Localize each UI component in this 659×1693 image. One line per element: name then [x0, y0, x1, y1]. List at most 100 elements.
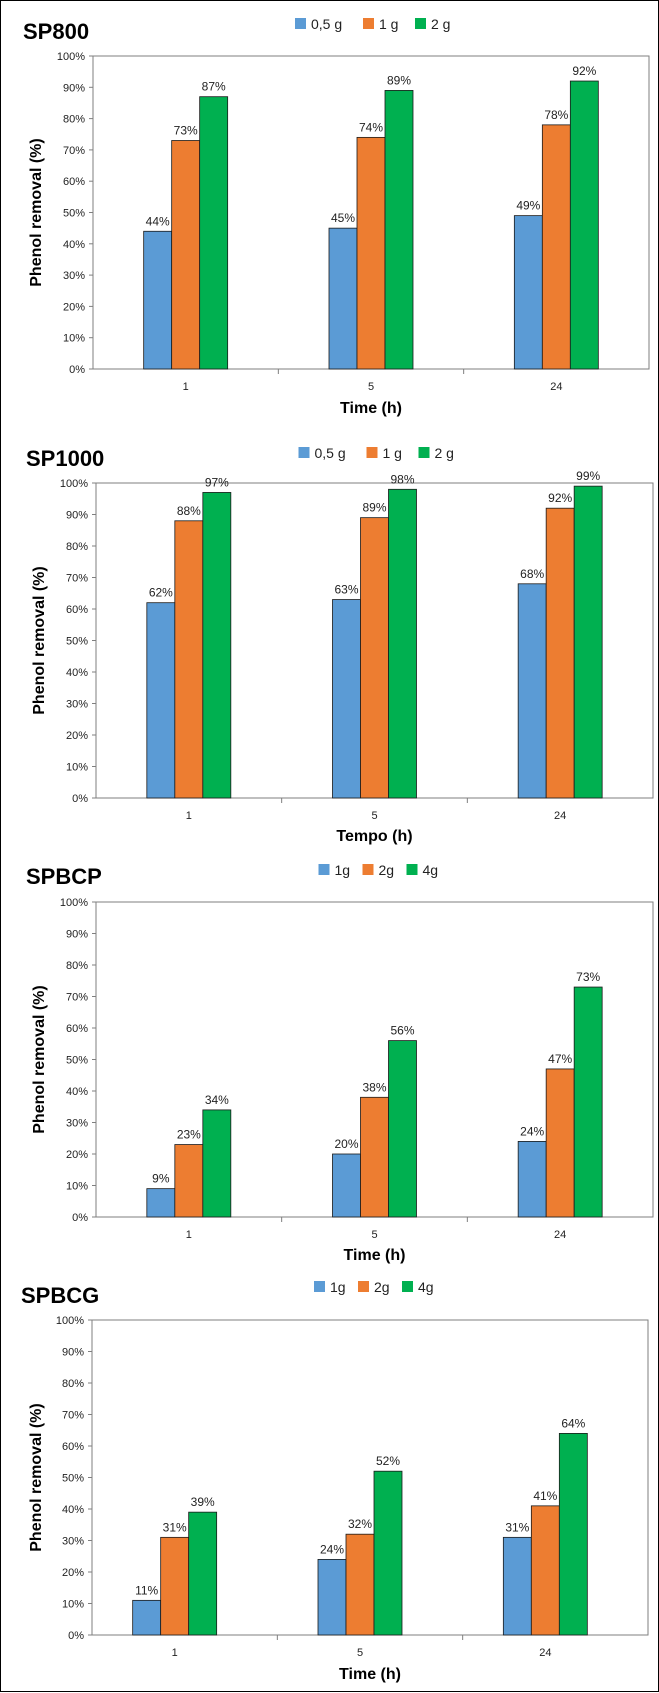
bar — [317, 1559, 347, 1636]
y-tick-label: 40% — [62, 1504, 84, 1516]
data-label: 41% — [533, 1489, 557, 1503]
y-tick-label: 0% — [68, 1630, 84, 1642]
bar — [174, 520, 204, 799]
data-label: 11% — [135, 1583, 158, 1597]
x-axis-label: Time (h) — [340, 400, 402, 417]
y-tick-label: 90% — [66, 510, 88, 522]
data-label: 68% — [520, 567, 544, 581]
bar — [160, 1536, 190, 1636]
y-tick-label: 0% — [72, 1212, 88, 1224]
legend-label: 2 g — [435, 445, 454, 461]
legend-label: 2g — [374, 1279, 390, 1295]
data-label: 98% — [390, 472, 414, 486]
y-axis-label: Phenol removal (%) — [31, 985, 48, 1133]
data-label: 88% — [177, 504, 201, 518]
y-tick-label: 100% — [57, 51, 85, 63]
legend-swatch — [402, 1281, 413, 1292]
data-label: 23% — [177, 1128, 201, 1142]
legend-swatch — [298, 447, 310, 458]
x-axis-label: Time (h) — [339, 1666, 401, 1683]
chart-title: SP1000 — [26, 446, 104, 471]
data-label: 63% — [334, 583, 358, 597]
y-tick-label: 20% — [63, 301, 85, 313]
data-label: 73% — [174, 124, 198, 138]
data-label: 92% — [572, 64, 596, 78]
bar — [373, 1470, 403, 1636]
data-label: 73% — [576, 970, 600, 984]
y-tick-label: 0% — [69, 364, 85, 376]
bar — [360, 517, 389, 799]
y-tick-label: 60% — [63, 176, 85, 188]
data-label: 92% — [548, 491, 572, 505]
y-tick-label: 50% — [66, 636, 88, 648]
y-tick-label: 100% — [56, 1315, 84, 1327]
y-tick-label: 80% — [63, 114, 85, 126]
data-label: 52% — [376, 1454, 400, 1468]
bar — [174, 1144, 204, 1218]
legend-swatch — [295, 18, 306, 29]
bar — [545, 507, 575, 799]
data-label: 34% — [205, 1093, 229, 1107]
x-tick-label: 24 — [550, 381, 562, 393]
x-tick-label: 24 — [539, 1647, 551, 1659]
bar — [530, 1505, 560, 1636]
y-tick-label: 70% — [63, 145, 85, 157]
y-tick-label: 10% — [63, 333, 85, 345]
x-tick-label: 24 — [554, 810, 566, 822]
legend-swatch — [314, 1281, 325, 1292]
bar — [545, 1068, 575, 1218]
legend-swatch — [362, 864, 374, 875]
data-label: 56% — [390, 1024, 414, 1038]
chart-panel: SPBCG0%10%20%30%40%50%60%70%80%90%100%11… — [21, 1279, 649, 1683]
y-tick-label: 40% — [63, 239, 85, 251]
y-tick-label: 90% — [66, 929, 88, 941]
legend-label: 1 g — [383, 445, 402, 461]
bar — [569, 80, 599, 370]
x-axis-label: Tempo (h) — [336, 828, 412, 845]
bar — [171, 140, 201, 370]
chart-title: SPBCG — [21, 1283, 99, 1308]
bar — [517, 1141, 547, 1218]
y-tick-label: 30% — [66, 699, 88, 711]
y-tick-label: 80% — [62, 1378, 84, 1390]
bar — [388, 488, 417, 799]
bar — [146, 1188, 176, 1218]
bar — [132, 1599, 162, 1636]
legend-swatch — [358, 1281, 369, 1292]
x-tick-label: 5 — [371, 810, 377, 822]
data-label: 9% — [152, 1172, 170, 1186]
y-tick-label: 60% — [66, 604, 88, 616]
data-label: 49% — [516, 199, 540, 213]
data-label: 89% — [387, 73, 411, 87]
data-label: 24% — [320, 1542, 344, 1556]
y-axis-label: Phenol removal (%) — [28, 1403, 45, 1551]
data-label: 89% — [362, 501, 386, 515]
chart-title: SP800 — [23, 19, 89, 44]
chart-title: SPBCP — [26, 864, 102, 889]
y-tick-label: 30% — [62, 1536, 84, 1548]
legend-label: 0,5 g — [311, 16, 342, 32]
x-axis-label: Time (h) — [344, 1247, 406, 1264]
y-tick-label: 0% — [72, 793, 88, 805]
y-tick-label: 50% — [62, 1473, 84, 1485]
data-label: 87% — [202, 80, 226, 94]
legend-label: 4g — [418, 1279, 434, 1295]
legend-swatch — [363, 18, 374, 29]
data-label: 39% — [191, 1495, 215, 1509]
legend-label: 2g — [379, 862, 395, 878]
legend-swatch — [406, 864, 418, 875]
x-tick-label: 5 — [371, 1229, 377, 1241]
data-label: 64% — [561, 1416, 585, 1430]
x-tick-label: 1 — [186, 810, 192, 822]
data-label: 74% — [359, 120, 383, 134]
x-tick-label: 1 — [186, 1229, 192, 1241]
chart-panel: SP1000 0% 10% 20% 30% 40% 50% 60% 70% 80% 90% 100% 1… — [26, 445, 654, 845]
y-tick-label: 80% — [66, 541, 88, 553]
bar — [384, 90, 414, 370]
bar — [202, 1109, 232, 1218]
y-tick-label: 80% — [66, 960, 88, 972]
y-tick-label: 10% — [66, 762, 88, 774]
y-tick-label: 20% — [62, 1567, 84, 1579]
bar — [517, 583, 547, 799]
